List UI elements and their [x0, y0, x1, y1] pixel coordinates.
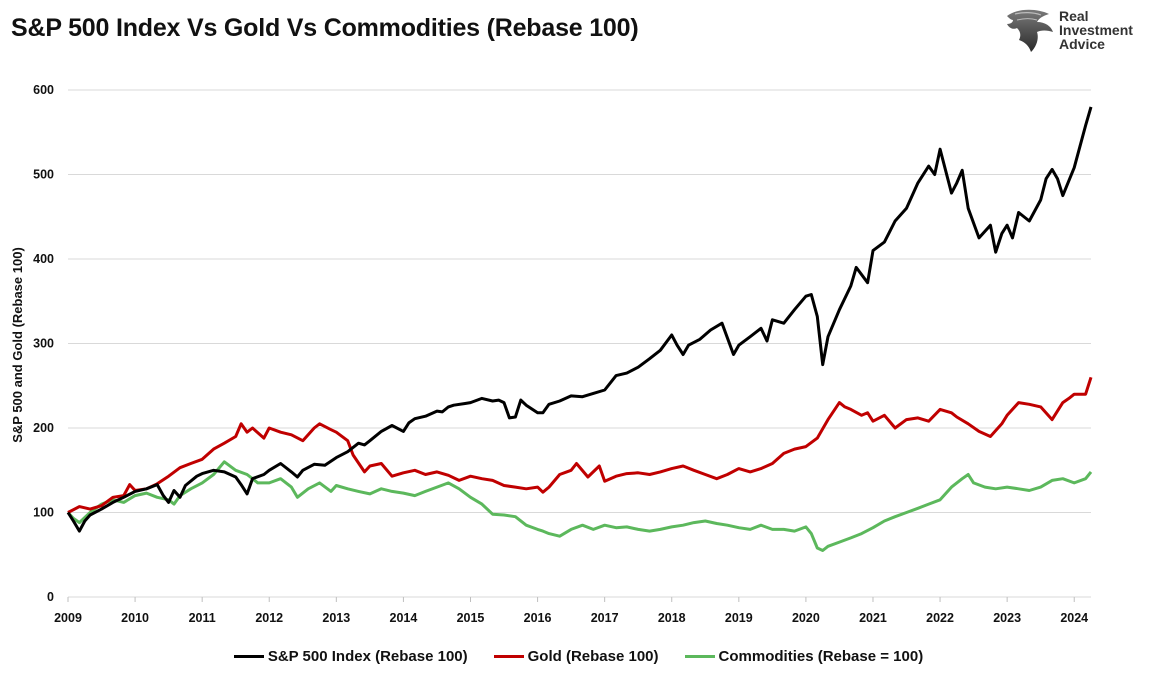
- x-tick-label: 2014: [390, 611, 418, 625]
- legend-label: S&P 500 Index (Rebase 100): [267, 648, 468, 665]
- x-tick-label: 2024: [1060, 611, 1088, 625]
- x-tick-label: 2022: [926, 611, 954, 625]
- x-tick-label: 2012: [255, 611, 283, 625]
- legend-item-0: S&P 500 Index (Rebase 100): [233, 648, 468, 665]
- y-tick-label: 0: [47, 590, 54, 604]
- legend-item-2: Commodities (Rebase = 100): [684, 648, 924, 665]
- x-tick-label: 2019: [725, 611, 753, 625]
- x-axis-ticks: 2009 2010 2011 2012 2013 2014 2015 2016 2017 2018…: [54, 597, 1088, 625]
- legend-label: Gold (Rebase 100): [527, 648, 659, 665]
- chart-title: S&P 500 Index Vs Gold Vs Commodities (Re…: [11, 14, 639, 42]
- series-line-0: [66, 106, 1093, 533]
- series-line-1: [67, 376, 1093, 514]
- logo: Real Investment Advice: [1003, 6, 1153, 56]
- x-tick-label: 2010: [121, 611, 149, 625]
- y-tick-label: 600: [33, 83, 54, 97]
- y-tick-label: 200: [33, 421, 54, 435]
- legend-item-1: Gold (Rebase 100): [493, 648, 659, 665]
- x-tick-label: 2020: [792, 611, 820, 625]
- legend-swatch: [493, 655, 524, 658]
- line-chart: 0 100 200 300 400 500 600 2009 2010 2011 2012 2013…: [10, 83, 1093, 625]
- x-tick-label: 2013: [322, 611, 350, 625]
- legend-swatch: [684, 655, 715, 658]
- y-tick-label: 300: [33, 337, 54, 351]
- legend: S&P 500 Index (Rebase 100) Gold (Rebase 1…: [0, 648, 1157, 665]
- series-line-2: [66, 460, 1093, 552]
- legend-swatch: [233, 655, 264, 658]
- logo-line-1: Real: [1059, 8, 1089, 24]
- x-tick-label: 2011: [189, 611, 216, 625]
- y-tick-label: 400: [33, 252, 54, 266]
- logo-line-3: Advice: [1059, 36, 1105, 52]
- x-tick-label: 2017: [591, 611, 619, 625]
- lion-logo-icon: [1007, 9, 1053, 53]
- y-tick-label: 100: [33, 506, 54, 520]
- logo-text: Real Investment Advice: [1059, 9, 1133, 51]
- legend-label: Commodities (Rebase = 100): [718, 648, 924, 665]
- series-lines: [66, 106, 1093, 552]
- x-tick-label: 2021: [859, 611, 887, 625]
- logo-line-2: Investment: [1059, 22, 1133, 38]
- x-tick-label: 2015: [457, 611, 485, 625]
- x-tick-label: 2016: [524, 611, 552, 625]
- x-tick-label: 2018: [658, 611, 686, 625]
- x-tick-label: 2023: [993, 611, 1021, 625]
- y-axis-label: S&P 500 and Gold (Rebase 100): [10, 247, 25, 443]
- y-axis-ticks: 0 100 200 300 400 500 600: [33, 83, 54, 604]
- y-tick-label: 500: [33, 168, 54, 182]
- x-tick-label: 2009: [54, 611, 82, 625]
